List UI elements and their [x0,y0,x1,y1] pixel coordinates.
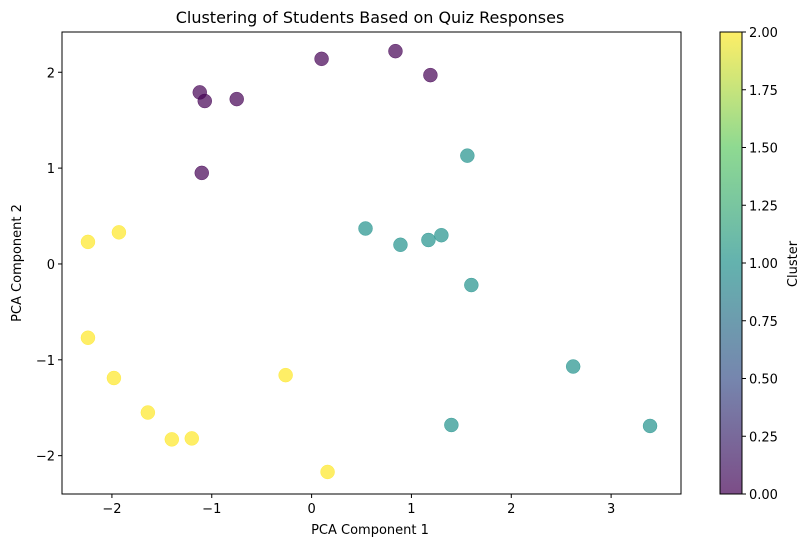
data-point-cluster-2 [164,432,180,447]
data-point-cluster-1 [460,148,475,163]
colorbar-tick-label: 1.50 [749,142,778,157]
data-point-cluster-2 [140,405,156,420]
plot-frame [61,31,682,495]
data-point-cluster-0 [314,51,329,67]
data-point-cluster-2 [80,330,96,346]
x-tick-label: −2 [102,502,121,517]
data-point-cluster-2 [278,367,293,383]
colorbar-gradient [720,32,742,494]
y-tick-label: 2 [47,66,55,81]
data-point-cluster-2 [80,234,96,250]
data-point-cluster-1 [565,359,581,374]
y-axis-label: PCA Component 2 [10,204,25,322]
data-point-cluster-1 [642,418,658,434]
data-point-cluster-2 [184,431,200,446]
data-point-cluster-0 [197,93,213,109]
y-tick-label: −2 [36,450,55,465]
colorbar-tick-label: 1.25 [749,199,778,214]
colorbar-tick-label: 2.00 [749,26,778,41]
data-point-cluster-0 [388,43,403,59]
colorbar-tick-label: 0.50 [749,373,778,388]
data-point-cluster-1 [421,232,436,248]
colorbar-tick-label: 0.75 [749,315,778,330]
y-tick-label: 1 [47,162,55,177]
data-point-cluster-1 [434,227,449,243]
x-tick-label: −1 [202,502,221,517]
data-point-cluster-0 [423,67,438,83]
data-point-cluster-1 [393,237,408,253]
data-point-cluster-0 [194,165,210,181]
colorbar-tick-label: 0.00 [749,488,778,503]
y-tick-label: 0 [47,258,55,273]
colorbar-label: Cluster [786,240,801,287]
x-axis-label: PCA Component 1 [311,523,429,538]
chart-title: Clustering of Students Based on Quiz Res… [176,8,565,27]
colorbar-tick-label: 0.25 [749,430,778,445]
x-tick-label: 1 [407,502,415,517]
colorbar-tick-label: 1.75 [749,84,778,99]
y-tick-label: −1 [36,354,55,369]
colorbar: 0.00 0.25 0.50 0.75 1.00 1.25 1.50 1.75 2.00 [719,26,778,503]
x-tick-label: 0 [307,502,315,517]
data-point-cluster-1 [444,417,459,433]
plot-area: −2 −1 0 1 2 3 −2 −1 0 1 2 [36,31,682,517]
data-point-cluster-2 [111,225,127,240]
data-point-cluster-0 [229,91,244,107]
data-point-cluster-1 [358,221,373,236]
data-point-cluster-1 [464,277,479,293]
data-point-cluster-2 [106,370,122,386]
x-tick-label: 2 [507,502,515,517]
colorbar-tick-label: 1.00 [749,257,778,272]
x-tick-label: 3 [607,502,615,517]
data-point-cluster-2 [320,464,335,480]
